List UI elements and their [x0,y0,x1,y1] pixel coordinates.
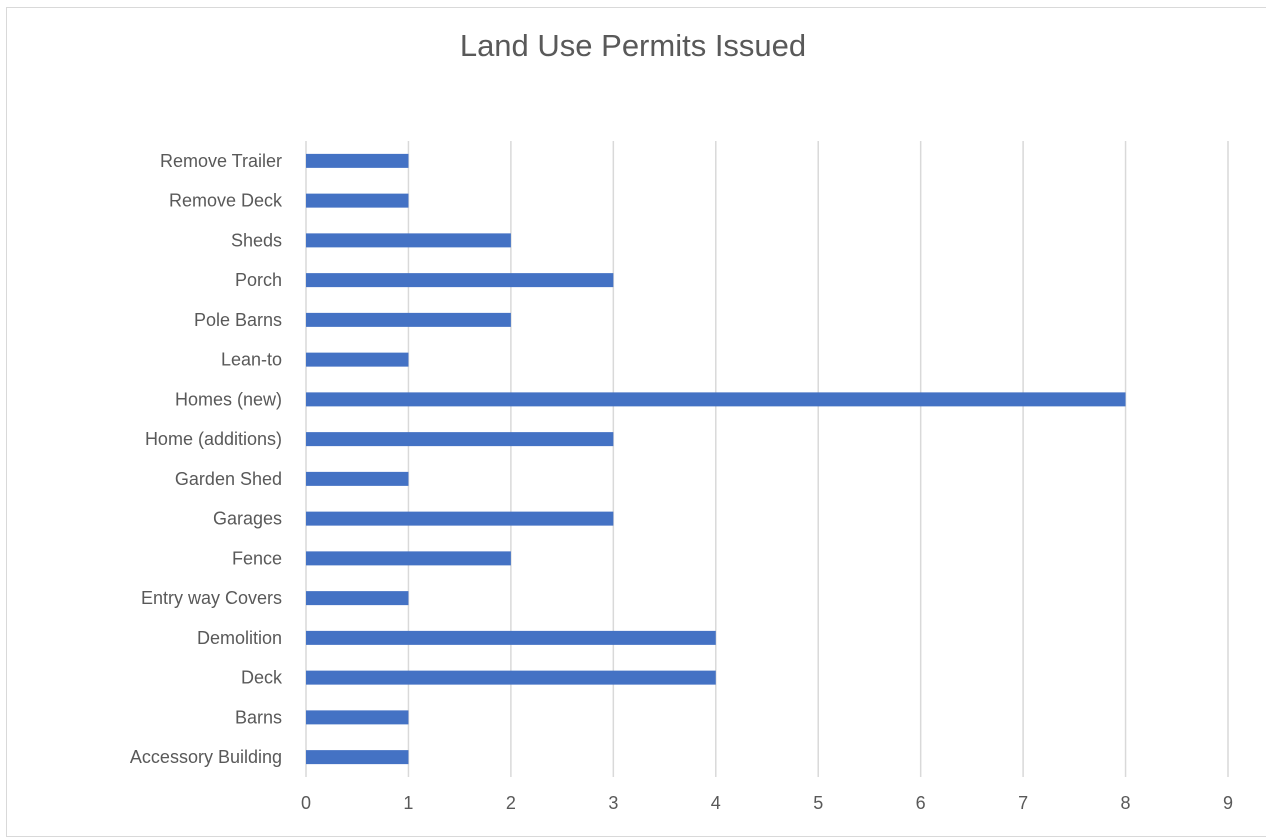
category-label: Sheds [231,230,282,250]
x-tick-label: 7 [1018,793,1028,813]
bar-garden-shed [306,471,409,486]
bar-demolition [306,630,716,645]
x-tick-labels: 0 1 2 3 4 5 6 7 8 9 [301,793,1233,813]
x-tick-label: 1 [403,793,413,813]
category-label: Fence [232,548,282,568]
category-label: Accessory Building [130,747,282,767]
bar-remove-trailer [306,153,409,168]
x-tick-label: 9 [1223,793,1233,813]
bar-sheds [306,233,511,248]
category-label: Remove Deck [169,191,283,211]
x-tick-label: 8 [1121,793,1131,813]
category-label: Lean-to [221,350,282,370]
bar-garages [306,511,614,526]
category-label: Porch [235,270,282,290]
x-tick-label: 5 [813,793,823,813]
chart-title: Land Use Permits Issued [459,28,807,63]
category-label: Deck [241,668,283,688]
category-label: Demolition [197,628,282,648]
chart-frame [6,7,1266,837]
bar-lean-to [306,352,409,367]
x-tick-label: 0 [301,793,311,813]
x-tick-label: 2 [506,793,516,813]
bar-entry-way-covers [306,591,409,606]
category-label: Home (additions) [145,429,282,449]
category-label: Entry way Covers [141,588,282,608]
bar-remove-deck [306,193,409,208]
bars [306,153,1126,765]
bar-deck [306,670,716,685]
category-labels: Accessory Building Barns Deck Demolition Ent… [130,151,283,767]
category-label: Pole Barns [194,310,282,330]
x-tick-label: 3 [608,793,618,813]
bar-pole-barns [306,312,511,327]
x-tick-label: 4 [711,793,721,813]
bar-home-additions [306,432,614,447]
category-label: Remove Trailer [160,151,282,171]
bar-fence [306,551,511,566]
bar-porch [306,273,614,288]
category-label: Garden Shed [175,469,282,489]
bar-homes-new [306,392,1126,407]
category-label: Garages [213,509,282,529]
x-tick-label: 6 [916,793,926,813]
category-label: Homes (new) [175,389,282,409]
category-label: Barns [235,707,282,727]
bar-accessory-building [306,750,409,765]
bar-barns [306,710,409,725]
